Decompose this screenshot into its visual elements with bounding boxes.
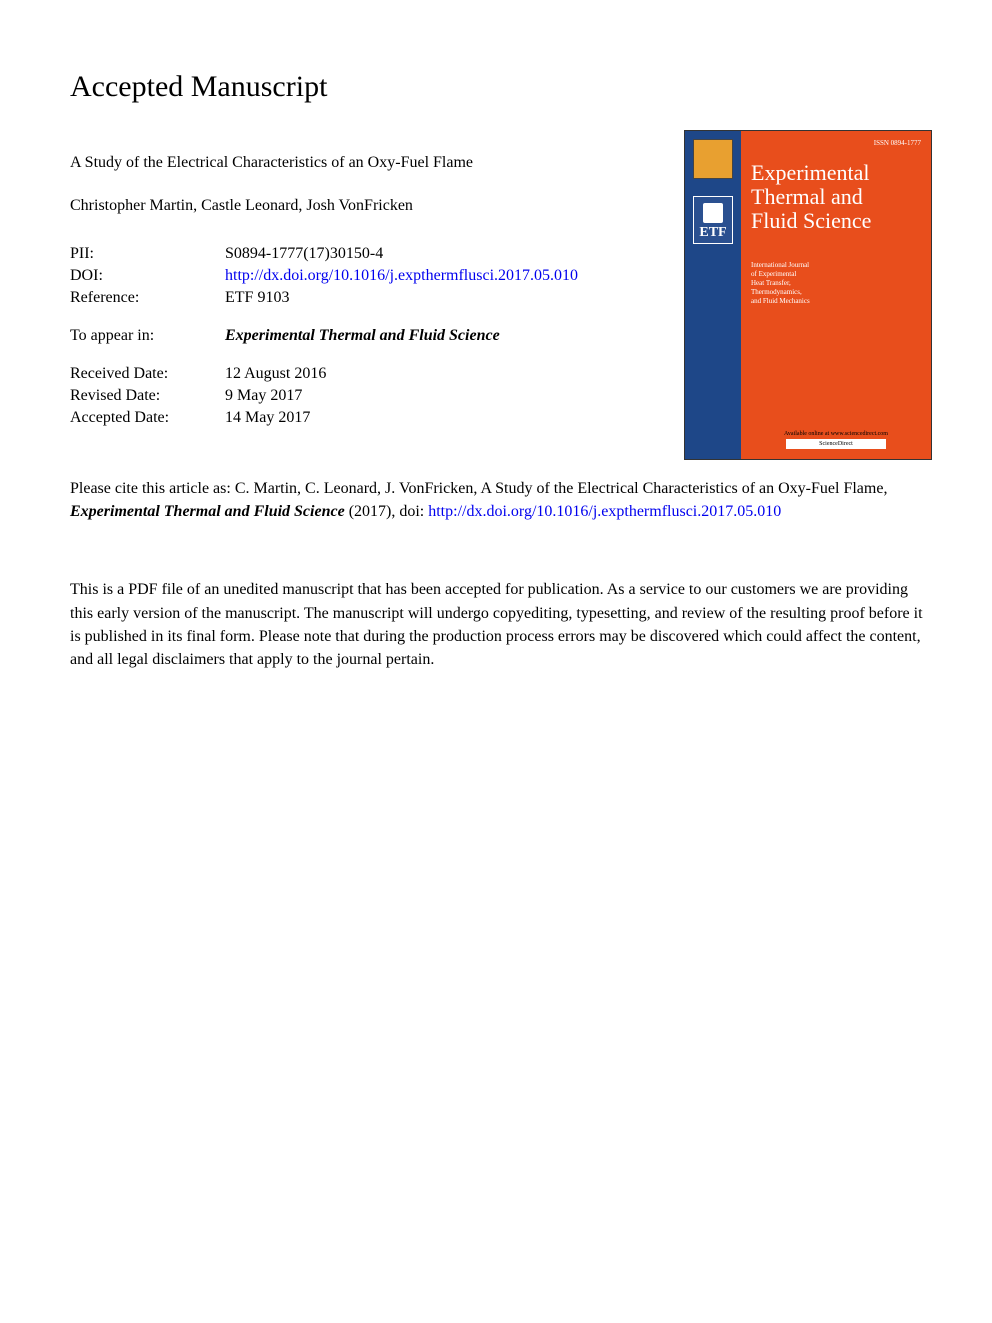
cover-subtitle-line: Thermodynamics, [751, 288, 810, 297]
page-title: Accepted Manuscript [70, 70, 932, 104]
meta-label: DOI: [70, 267, 225, 285]
citation-prefix: Please cite this article as: C. Martin, … [70, 480, 887, 497]
paper-title: A Study of the Electrical Characteristic… [70, 154, 630, 172]
cover-footer-bar: ScienceDirect [786, 439, 886, 449]
cover-subtitle-line: and Fluid Mechanics [751, 297, 810, 306]
meta-value: 14 May 2017 [225, 409, 630, 427]
meta-label: To appear in: [70, 327, 225, 345]
title-block: A Study of the Electrical Characteristic… [70, 154, 630, 427]
cover-subtitle-line: of Experimental [751, 270, 810, 279]
cover-title-line: Experimental [751, 161, 871, 185]
doi-link[interactable]: http://dx.doi.org/10.1016/j.expthermflus… [225, 267, 578, 284]
meta-value: Experimental Thermal and Fluid Science [225, 327, 630, 345]
meta-row-accepted: Accepted Date: 14 May 2017 [70, 409, 630, 427]
cover-issn: ISSN 0894-1777 [874, 139, 921, 147]
meta-label: Reference: [70, 289, 225, 307]
cover-title-line: Fluid Science [751, 209, 871, 233]
cover-subtitle: International Journal of Experimental He… [751, 261, 810, 306]
citation-doi-link[interactable]: http://dx.doi.org/10.1016/j.expthermflus… [428, 503, 781, 520]
meta-value: http://dx.doi.org/10.1016/j.expthermflus… [225, 267, 630, 285]
citation-year: (2017), doi: [345, 503, 429, 520]
citation-block: Please cite this article as: C. Martin, … [70, 477, 932, 523]
meta-value: 9 May 2017 [225, 387, 630, 405]
etf-logo-box: ETF [693, 196, 733, 244]
meta-label: Revised Date: [70, 387, 225, 405]
meta-value: ETF 9103 [225, 289, 630, 307]
disclaimer-text: This is a PDF file of an unedited manusc… [70, 578, 932, 671]
cover-footer-line: Available online at www.sciencedirect.co… [751, 431, 921, 437]
elsevier-logo-icon [693, 139, 733, 179]
cover-subtitle-line: Heat Transfer, [751, 279, 810, 288]
etf-icon [703, 203, 723, 223]
cover-subtitle-line: International Journal [751, 261, 810, 270]
meta-label: PII: [70, 245, 225, 263]
meta-row-revised: Revised Date: 9 May 2017 [70, 387, 630, 405]
meta-row-received: Received Date: 12 August 2016 [70, 365, 630, 383]
authors-line: Christopher Martin, Castle Leonard, Josh… [70, 197, 630, 215]
meta-label: Received Date: [70, 365, 225, 383]
meta-row-pii: PII: S0894-1777(17)30150-4 [70, 245, 630, 263]
meta-value: 12 August 2016 [225, 365, 630, 383]
meta-table: PII: S0894-1777(17)30150-4 DOI: http://d… [70, 245, 630, 427]
meta-row-appear: To appear in: Experimental Thermal and F… [70, 327, 630, 345]
etf-label: ETF [699, 225, 726, 240]
journal-cover: ETF ISSN 0894-1777 Experimental Thermal … [684, 130, 932, 460]
meta-label: Accepted Date: [70, 409, 225, 427]
cover-journal-title: Experimental Thermal and Fluid Science [751, 161, 871, 234]
meta-row-doi: DOI: http://dx.doi.org/10.1016/j.expther… [70, 267, 630, 285]
cover-blue-band [685, 131, 741, 459]
citation-journal: Experimental Thermal and Fluid Science [70, 503, 345, 520]
cover-footer: Available online at www.sciencedirect.co… [751, 431, 921, 449]
cover-title-line: Thermal and [751, 185, 871, 209]
meta-value: S0894-1777(17)30150-4 [225, 245, 630, 263]
meta-row-reference: Reference: ETF 9103 [70, 289, 630, 307]
